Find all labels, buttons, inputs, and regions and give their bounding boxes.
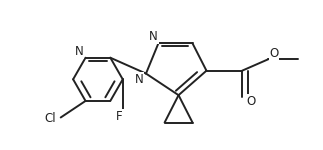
Text: F: F: [116, 110, 123, 123]
Text: Cl: Cl: [44, 112, 56, 125]
Text: N: N: [135, 73, 143, 86]
Text: O: O: [269, 47, 279, 60]
Text: N: N: [75, 45, 84, 58]
Text: O: O: [246, 95, 255, 108]
Text: N: N: [149, 30, 158, 43]
